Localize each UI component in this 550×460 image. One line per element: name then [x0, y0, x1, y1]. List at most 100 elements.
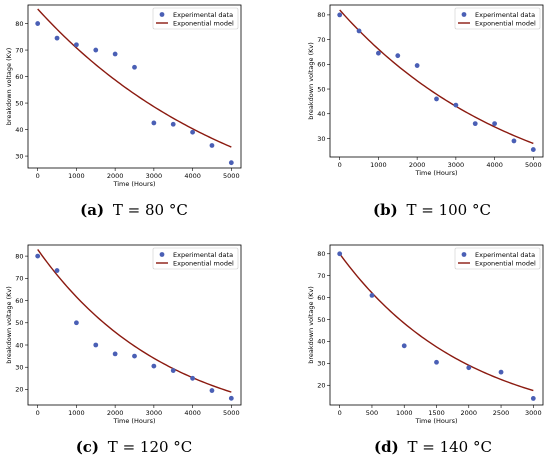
data-point-b [376, 50, 381, 56]
data-point-a [228, 160, 234, 166]
legend-box-c [152, 247, 239, 270]
x-tick-label-b: 3000 [448, 161, 465, 169]
legend-label-model-c: Exponential model [173, 259, 234, 267]
legend-marker-points-d [461, 252, 467, 257]
x-axis-label-c: Time (Hours) [112, 417, 155, 425]
data-point-c [209, 388, 215, 393]
data-point-c [93, 342, 99, 348]
data-point-a [209, 143, 215, 148]
data-point-a [190, 129, 195, 135]
x-tick-label-d: 2500 [493, 409, 510, 417]
y-tick-label-b: 70 [317, 36, 325, 44]
y-tick-label-b: 30 [317, 135, 325, 143]
y-tick-label-a: 80 [15, 20, 23, 28]
x-tick-label-b: 5000 [525, 161, 542, 169]
caption-letter-d: (d) [374, 438, 399, 456]
caption-text-a: T = 80 °C [113, 201, 188, 219]
legend-box-d [454, 247, 541, 270]
legend-marker-points-a [159, 12, 165, 17]
legend-box-b [454, 7, 541, 30]
data-point-b [414, 63, 420, 68]
model-line-d [339, 253, 534, 392]
data-point-d [498, 369, 504, 375]
data-point-a [132, 64, 137, 70]
x-tick-label-b: 1000 [370, 161, 387, 169]
y-tick-label-d: 20 [317, 382, 325, 390]
x-axis-label-d: Time (Hours) [414, 417, 457, 425]
data-point-b [492, 121, 497, 127]
y-tick-label-b: 80 [317, 11, 325, 19]
x-axis-label-b: Time (Hours) [414, 169, 457, 177]
data-point-a [54, 35, 60, 41]
x-tick-label-b: 4000 [486, 161, 503, 169]
plot-frame-b [329, 4, 544, 158]
data-point-a [151, 120, 157, 126]
caption-c: (c) T = 120 °C [76, 438, 193, 456]
caption-text-b: T = 100 °C [406, 201, 491, 219]
x-tick-label-c: 5000 [223, 409, 240, 417]
x-tick-label-c: 1000 [68, 409, 85, 417]
legend-label-model-d: Exponential model [475, 259, 536, 267]
data-point-a [112, 51, 118, 57]
caption-text-c: T = 120 °C [108, 438, 193, 456]
data-point-c [74, 320, 79, 326]
data-point-c [170, 368, 176, 373]
x-tick-label-c: 3000 [146, 409, 163, 417]
y-axis-label-b: breakdown voltage (Kv) [307, 42, 315, 120]
data-point-b [530, 147, 536, 152]
x-tick-label-d: 2000 [460, 409, 477, 417]
legend-label-model-b: Exponential model [475, 19, 536, 27]
legend-box-a [152, 7, 239, 30]
chart-panel-b: 0 1000 2000 3000 4000 5000 30 40 50 60 70 80 Time (H… [307, 4, 544, 219]
x-tick-label-c: 2000 [107, 409, 124, 417]
x-tick-label-d: 500 [366, 409, 378, 417]
chart-panel-d: 0 500 1000 1500 2000 2500 3000 20 30 40 50 60 70 80 Ti… [307, 244, 544, 456]
data-point-c [190, 375, 195, 381]
legend-marker-points-c [159, 252, 165, 257]
x-tick-label-b: 2000 [409, 161, 426, 169]
caption-letter-c: (c) [76, 438, 99, 456]
y-tick-label-d: 40 [317, 338, 325, 346]
x-tick-label-a: 2000 [107, 172, 124, 180]
caption-a: (a) T = 80 °C [80, 201, 188, 219]
y-tick-label-b: 60 [317, 61, 325, 69]
legend-label-points-d: Experimental data [475, 251, 535, 259]
plot-area-c: 0 1000 2000 3000 4000 5000 20 30 40 50 60 70 80 Time … [5, 244, 242, 425]
legend-marker-points-b [461, 12, 467, 17]
data-point-d [401, 343, 407, 349]
plot-area-d: 0 500 1000 1500 2000 2500 3000 20 30 40 50 60 70 80 Ti… [307, 244, 544, 425]
plot-frame-a [27, 4, 242, 169]
x-tick-label-d: 1500 [428, 409, 445, 417]
y-tick-label-a: 70 [15, 46, 23, 54]
chart-panel-c: 0 1000 2000 3000 4000 5000 20 30 40 50 60 70 80 Time … [5, 244, 242, 456]
data-point-b [434, 96, 439, 102]
x-tick-label-a: 1000 [68, 172, 85, 180]
x-tick-label-a: 5000 [223, 172, 240, 180]
x-tick-label-c: 0 [36, 409, 40, 417]
plot-area-a: 0 1000 2000 3000 4000 5000 30 40 50 60 70 80 Time (H… [5, 4, 242, 188]
data-point-c [35, 253, 41, 259]
data-point-d [369, 293, 375, 298]
y-axis-label-d: breakdown voltage (Kv) [307, 286, 315, 364]
caption-b: (b) T = 100 °C [373, 201, 491, 219]
x-tick-label-a: 0 [36, 172, 40, 180]
y-tick-label-c: 70 [15, 275, 23, 283]
data-point-b [472, 121, 478, 127]
model-line-b [339, 9, 534, 145]
caption-letter-b: (b) [373, 201, 398, 219]
data-point-b [511, 138, 517, 144]
y-axis-label-a: breakdown voltage (Kv) [5, 48, 13, 126]
data-point-b [356, 28, 362, 34]
legend-label-model-a: Exponential model [173, 19, 234, 27]
x-axis-label-a: Time (Hours) [112, 180, 155, 188]
y-tick-label-d: 80 [317, 250, 325, 258]
legend-label-points-a: Experimental data [173, 11, 233, 19]
y-tick-label-c: 60 [15, 297, 23, 305]
y-tick-label-a: 30 [15, 152, 23, 160]
caption-d: (d) T = 140 °C [374, 438, 492, 456]
y-tick-label-d: 70 [317, 272, 325, 280]
data-point-a [74, 42, 79, 48]
data-point-a [170, 121, 176, 127]
chart-panel-a: 0 1000 2000 3000 4000 5000 30 40 50 60 70 80 Time (H… [5, 4, 242, 219]
plot-frame-c [27, 244, 242, 406]
